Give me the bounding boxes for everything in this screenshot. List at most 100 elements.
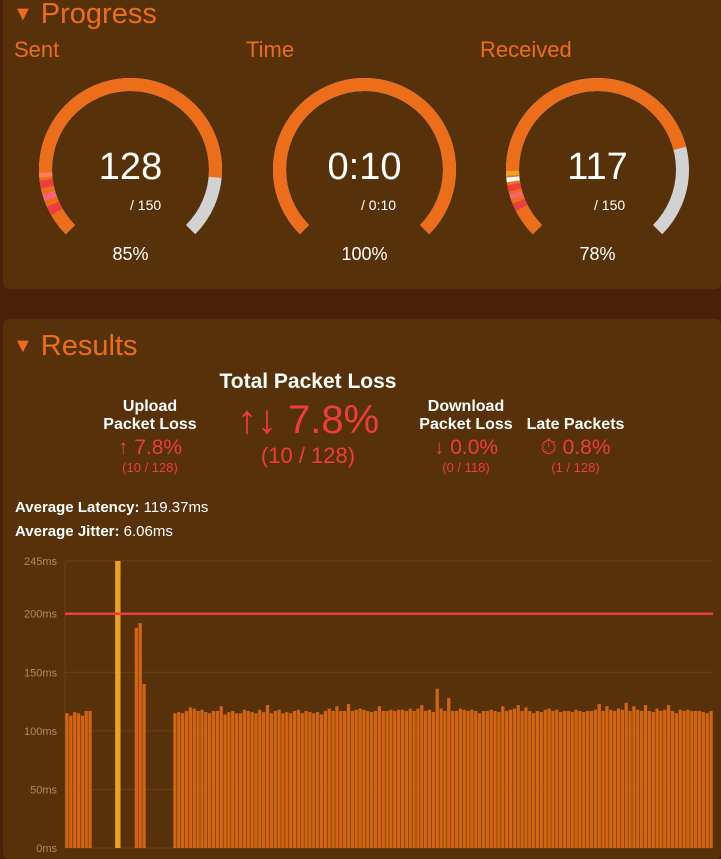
arrow-up-icon: ↑	[118, 436, 129, 459]
triangle-down-icon: ▼	[13, 3, 33, 26]
download-loss-fraction: (0 / 118)	[411, 460, 521, 476]
latency-bar	[339, 711, 342, 848]
latency-bar	[709, 711, 712, 848]
upload-loss-value: 7.8%	[134, 436, 182, 459]
latency-bar	[655, 709, 658, 848]
total-loss-fraction: (10 / 128)	[203, 443, 413, 469]
chart-ytick-label: 0ms	[36, 843, 57, 853]
chart-ytick-label: 200ms	[24, 609, 58, 621]
latency-bar	[139, 623, 142, 848]
gauge-received-percent: 78%	[500, 244, 695, 265]
latency-bar	[185, 711, 188, 848]
chart-ytick-label: 50ms	[30, 784, 57, 796]
latency-bar	[254, 713, 257, 848]
chart-ytick-label: 245ms	[24, 556, 58, 568]
latency-bar	[439, 709, 442, 848]
latency-bar	[77, 713, 80, 848]
latency-bar	[505, 711, 508, 848]
latency-bar	[181, 713, 184, 848]
latency-bar	[347, 704, 350, 848]
latency-bar	[605, 706, 608, 848]
latency-bar	[243, 710, 246, 848]
gauge-time-total: / 0:10	[361, 197, 396, 213]
average-latency: Average Latency: 119.37ms	[15, 499, 208, 516]
latency-bar	[625, 703, 628, 848]
latency-bar	[343, 711, 346, 848]
gauge-loss-marker	[49, 193, 51, 199]
late-packets-value: 0.8%	[563, 436, 611, 459]
latency-bar	[177, 712, 180, 848]
latency-bar	[675, 713, 678, 848]
stopwatch-icon: ⏱	[540, 436, 556, 459]
arrows-up-down-icon: ↑↓	[237, 398, 277, 442]
latency-bar	[385, 711, 388, 848]
latency-bar	[659, 711, 662, 848]
upload-loss-title-1: Upload	[95, 398, 205, 416]
latency-chart: 0ms 50ms 100ms 150ms 200ms 245ms	[3, 551, 721, 853]
latency-bar	[601, 711, 604, 848]
latency-bar	[594, 710, 597, 848]
late-packets-fraction: (1 / 128)	[518, 460, 633, 476]
latency-bar	[671, 711, 674, 848]
latency-bar	[231, 711, 234, 848]
avg-latency-value: 119.37ms	[144, 499, 209, 516]
progress-section-toggle[interactable]: ▼Progress	[13, 0, 157, 31]
latency-bar	[274, 711, 277, 848]
latency-bar	[293, 711, 296, 848]
latency-bar	[289, 713, 292, 848]
latency-bar	[582, 712, 585, 848]
latency-bar	[559, 712, 562, 848]
latency-bar	[617, 709, 620, 848]
latency-bar	[451, 711, 454, 848]
total-loss-value: 7.8%	[288, 398, 379, 442]
gauge-sent-total: / 150	[130, 197, 161, 213]
latency-bar	[621, 710, 624, 848]
latency-bar	[632, 706, 635, 848]
latency-bar	[563, 711, 566, 848]
gauge-label-received: Received	[480, 37, 572, 63]
latency-bar	[551, 711, 554, 848]
latency-bar	[424, 711, 427, 848]
latency-bar	[613, 711, 616, 848]
latency-bar	[544, 710, 547, 848]
upload-loss-title-2: Packet Loss	[95, 416, 205, 434]
latency-bar	[567, 711, 570, 848]
latency-bar	[227, 712, 230, 848]
latency-bar	[436, 689, 439, 848]
latency-bar	[193, 709, 196, 848]
latency-bar	[262, 712, 265, 848]
latency-bar	[382, 711, 385, 848]
latency-bar	[486, 711, 489, 848]
gauge-time: 0:10 / 0:10 100%	[267, 72, 462, 267]
latency-bar	[686, 710, 689, 848]
latency-bar	[490, 710, 493, 848]
latency-bar	[470, 710, 473, 848]
latency-bar	[258, 710, 261, 848]
latency-bar	[69, 716, 72, 848]
latency-bar	[690, 711, 693, 848]
latency-bar	[389, 710, 392, 848]
late-packet-bar	[115, 561, 120, 848]
latency-bar	[189, 707, 192, 848]
chart-ytick-label: 100ms	[24, 726, 58, 738]
latency-bar	[235, 713, 238, 848]
latency-bar	[81, 716, 84, 848]
latency-bar	[478, 713, 481, 848]
latency-bar	[432, 712, 435, 848]
chart-ytick-label: 150ms	[24, 667, 58, 679]
latency-bar	[640, 711, 643, 848]
latency-bar	[501, 706, 504, 848]
latency-bar	[628, 711, 631, 848]
latency-bar	[266, 705, 269, 848]
latency-bar	[239, 713, 242, 848]
latency-bar	[520, 711, 523, 848]
gauge-time-percent: 100%	[267, 244, 462, 265]
latency-bar	[644, 705, 647, 848]
latency-bar	[324, 711, 327, 848]
results-section-toggle[interactable]: ▼Results	[13, 330, 138, 363]
latency-bar	[517, 705, 520, 848]
latency-bar	[509, 710, 512, 848]
avg-jitter-value: 6.06ms	[124, 523, 173, 540]
latency-bar	[304, 711, 307, 848]
latency-bar	[401, 710, 404, 848]
